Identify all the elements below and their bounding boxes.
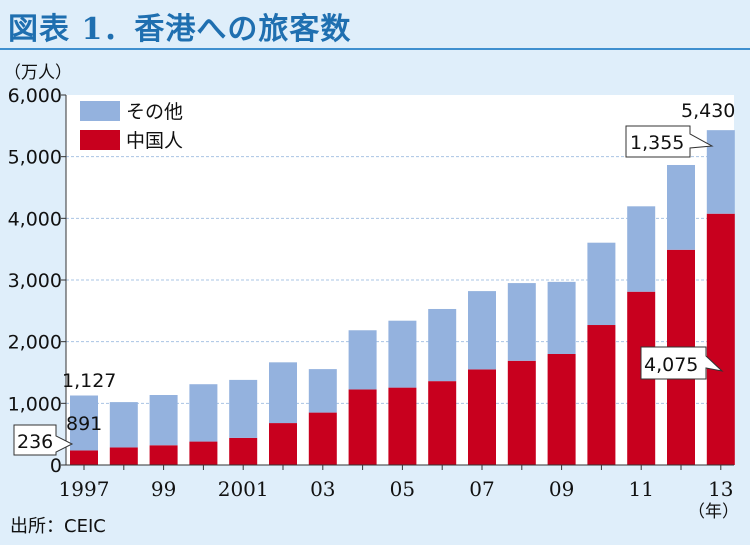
bar-china-2003 — [308, 412, 337, 465]
y-tick-label: 4,000 — [8, 208, 62, 230]
bar-china-2000 — [189, 441, 218, 465]
bar-china-2005 — [388, 387, 417, 465]
bar-other-2004 — [348, 330, 377, 390]
legend-swatch-other — [80, 101, 120, 121]
bar-other-2007 — [468, 291, 496, 370]
label-total-2013: 5,430 — [681, 100, 735, 122]
bar-other-2011 — [627, 206, 656, 292]
title-divider — [0, 48, 750, 50]
x-axis: 1997 99 2001 03 05 07 09 11 13 — [59, 464, 734, 501]
x-tick-label: 07 — [469, 477, 494, 501]
bar-other-2003 — [308, 369, 337, 413]
bar-china-2004 — [348, 389, 377, 465]
y-unit-label: （万人） — [4, 63, 72, 83]
y-tick-label: 2,000 — [8, 332, 62, 354]
x-unit-label: （年） — [688, 502, 739, 522]
legend: その他 中国人 — [80, 101, 183, 152]
bar-other-2010 — [587, 242, 616, 326]
y-tick-label: 5,000 — [8, 147, 62, 169]
bar-china-2007 — [468, 369, 496, 465]
label-total-1997: 1,127 — [62, 370, 116, 392]
x-tick-label: 03 — [310, 477, 335, 501]
y-axis: 0 1,000 2,000 3,000 4,000 5,000 6,000 — [8, 85, 67, 477]
bar-china-2008 — [507, 360, 536, 465]
bar-china-2009 — [547, 354, 576, 465]
bar-other-2013 — [706, 130, 735, 214]
bar-china-1997 — [70, 450, 98, 465]
bar-other-2006 — [428, 308, 457, 382]
x-tick-label: 05 — [390, 477, 415, 501]
y-tick-label: 6,000 — [8, 85, 62, 107]
label-other-2013: 1,355 — [630, 132, 684, 154]
bar-other-1999 — [149, 395, 178, 446]
x-tick-label: 2001 — [218, 477, 269, 501]
bar-china-2001 — [229, 437, 258, 465]
label-other-1997: 891 — [66, 413, 102, 435]
callout-box-china-1997 — [13, 424, 74, 456]
bar-other-1997 — [70, 395, 98, 451]
label-china-1997: 236 — [17, 431, 53, 453]
chart-title: 図表 1．香港への旅客数 — [8, 12, 352, 47]
bar-other-2009 — [547, 281, 576, 354]
bar-other-1998 — [109, 402, 138, 448]
label-china-2013: 4,075 — [644, 354, 698, 376]
y-tick-label: 1,000 — [8, 393, 62, 415]
x-tick-label: 1997 — [59, 477, 110, 501]
x-tick-label: 09 — [549, 477, 574, 501]
bar-china-2002 — [269, 423, 297, 465]
x-tick-label: 99 — [151, 477, 176, 501]
x-tick-label: 11 — [628, 477, 653, 501]
bar-other-2002 — [269, 362, 297, 424]
bar-other-2000 — [189, 384, 218, 442]
y-tick-label: 0 — [50, 455, 62, 477]
y-tick-label: 3,000 — [8, 270, 62, 292]
bar-other-2001 — [229, 379, 258, 438]
bar-other-2008 — [507, 283, 536, 361]
bar-china-1999 — [149, 445, 178, 465]
bar-other-2005 — [388, 320, 417, 388]
source-note: 出所：CEIC — [10, 516, 106, 537]
bar-china-2006 — [428, 381, 457, 465]
legend-label-china: 中国人 — [126, 130, 183, 152]
data-labels: 1,127 891 236 5,430 1,355 4,075 — [13, 100, 735, 456]
bar-china-1998 — [109, 447, 138, 465]
legend-swatch-china — [80, 130, 120, 150]
callout-box-other-2013 — [625, 125, 714, 158]
bar-china-2010 — [587, 325, 616, 465]
x-tick-label: 13 — [708, 477, 733, 501]
legend-label-other: その他 — [126, 101, 183, 123]
bar-other-2012 — [667, 164, 695, 250]
bar-china-2013 — [706, 213, 735, 465]
callout-box-china-2013 — [640, 346, 724, 380]
